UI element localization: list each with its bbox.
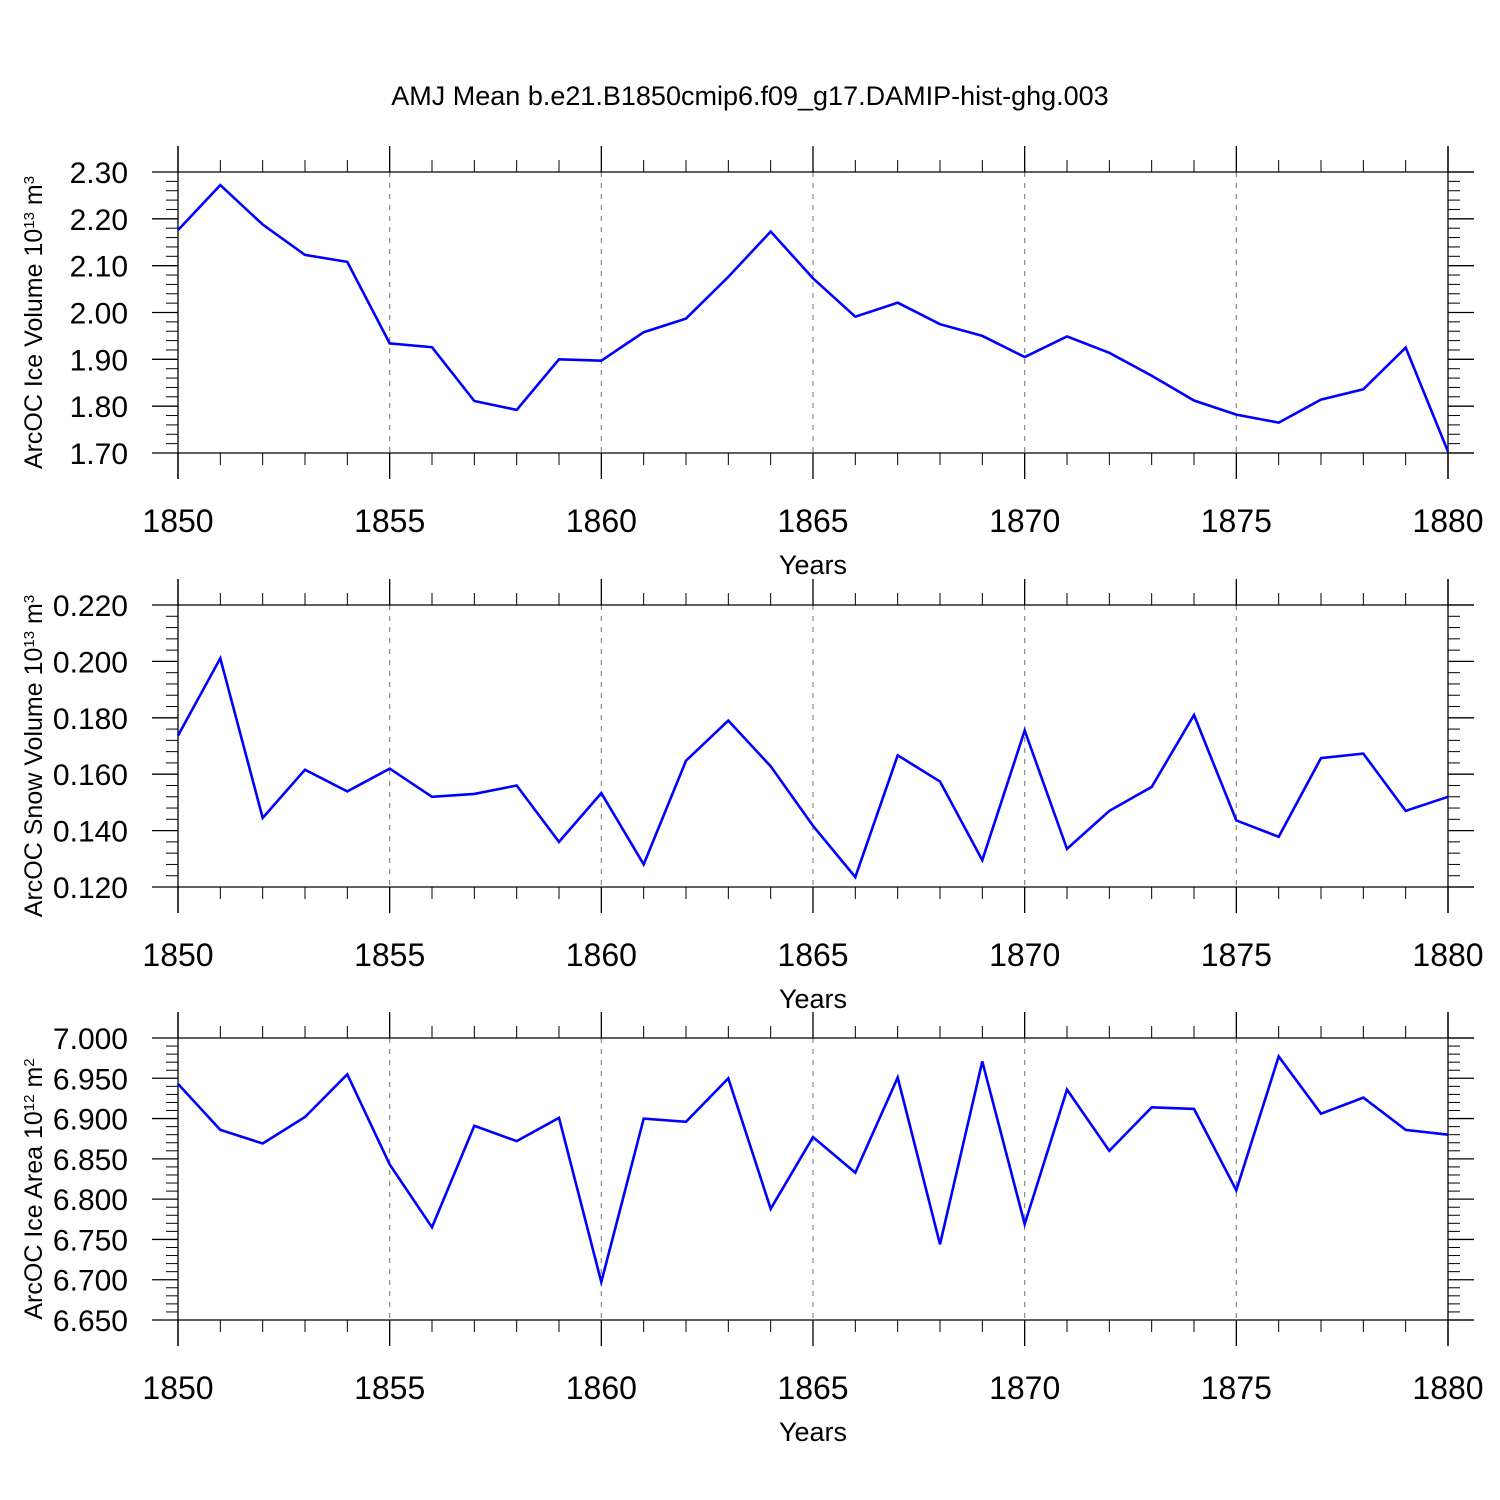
chart2-series-line bbox=[176, 654, 1449, 880]
chart2-ylabel-unit: m bbox=[20, 603, 48, 631]
chart2-ylabel-unit-exp: 3 bbox=[21, 595, 38, 603]
chart3-xtick-label-1865: 1865 bbox=[777, 1370, 848, 1406]
chart2-ytick-label-4: 0.200 bbox=[53, 646, 128, 679]
chart2-ytick-label-2: 0.160 bbox=[53, 759, 128, 792]
chart1-ylabel: ArcOC Ice Volume 1013 m3 bbox=[20, 176, 48, 469]
chart1-xtick-label-1860: 1860 bbox=[566, 503, 637, 539]
chart3-ylabel-main: ArcOC Ice Area 10 bbox=[20, 1111, 48, 1319]
chart-panel-1: 1.70 1.80 1.90 2.00 2.10 2.20 2.30 1850 1855 1860… bbox=[20, 146, 1484, 580]
chart1-xtick-label-1880: 1880 bbox=[1412, 503, 1483, 539]
chart2-xtick-label-1875: 1875 bbox=[1201, 937, 1272, 973]
chart3-ylabel-exp: 12 bbox=[21, 1095, 38, 1112]
chart2-ytick-label-0: 0.120 bbox=[53, 872, 128, 905]
chart2-ytick-label-3: 0.180 bbox=[53, 703, 128, 736]
chart1-series-line bbox=[177, 183, 1450, 453]
chart3-xtick-label-1870: 1870 bbox=[989, 1370, 1060, 1406]
chart1-ytick-label-4: 2.10 bbox=[70, 251, 128, 284]
figure-title: AMJ Mean b.e21.B1850cmip6.f09_g17.DAMIP-… bbox=[391, 81, 1108, 111]
chart3-ytick-label-3: 6.800 bbox=[53, 1184, 128, 1217]
chart1-xlabel: Years bbox=[779, 550, 847, 580]
chart1-xtick-label-1865: 1865 bbox=[777, 503, 848, 539]
chart3-ytick-label-4: 6.850 bbox=[53, 1144, 128, 1177]
chart1-xtick-label-1875: 1875 bbox=[1201, 503, 1272, 539]
chart-panel-3: 6.650 6.700 6.750 6.800 6.850 6.900 6.950 7.000… bbox=[20, 1012, 1484, 1447]
chart2-xtick-label-1880: 1880 bbox=[1412, 937, 1483, 973]
chart2-xtick-label-1855: 1855 bbox=[354, 937, 425, 973]
chart-panel-2: 0.120 0.140 0.160 0.180 0.200 0.220 1850 1855 18… bbox=[20, 579, 1484, 1014]
chart1-ytick-label-2: 1.90 bbox=[70, 344, 128, 377]
chart2-ylabel: ArcOC Snow Volume 1013 m3 bbox=[20, 595, 48, 917]
chart3-xtick-label-1860: 1860 bbox=[566, 1370, 637, 1406]
chart1-ytick-label-5: 2.20 bbox=[70, 204, 128, 237]
chart2-xtick-label-1850: 1850 bbox=[142, 937, 213, 973]
chart1-ytick-label-6: 2.30 bbox=[70, 157, 128, 190]
chart3-ytick-label-6: 6.950 bbox=[53, 1063, 128, 1096]
chart1-ylabel-unit: m bbox=[20, 184, 48, 212]
chart3-xtick-label-1850: 1850 bbox=[142, 1370, 213, 1406]
chart2-ytick-label-1: 0.140 bbox=[53, 816, 128, 849]
chart1-xtick-label-1855: 1855 bbox=[354, 503, 425, 539]
chart3-ytick-label-0: 6.650 bbox=[53, 1305, 128, 1338]
chart3-ytick-label-2: 6.750 bbox=[53, 1224, 128, 1257]
chart1-ylabel-unit-exp: 3 bbox=[21, 176, 38, 184]
panels: 1.70 1.80 1.90 2.00 2.10 2.20 2.30 1850 1855 1860… bbox=[20, 146, 1484, 1447]
chart3-xlabel: Years bbox=[779, 1417, 847, 1447]
chart1-ylabel-exp: 13 bbox=[21, 212, 38, 229]
chart3-ylabel: ArcOC Ice Area 1012 m2 bbox=[20, 1058, 48, 1319]
chart3-xtick-label-1880: 1880 bbox=[1412, 1370, 1483, 1406]
chart1-ylabel-main: ArcOC Ice Volume 10 bbox=[20, 229, 48, 469]
chart3-ytick-label-1: 6.700 bbox=[53, 1265, 128, 1298]
chart2-ylabel-exp: 13 bbox=[21, 631, 38, 648]
chart1-xtick-label-1870: 1870 bbox=[989, 503, 1060, 539]
chart1-ytick-label-3: 2.00 bbox=[70, 298, 128, 331]
chart1-ytick-label-0: 1.70 bbox=[70, 438, 128, 471]
chart2-ylabel-main: ArcOC Snow Volume 10 bbox=[20, 648, 48, 918]
chart2-xlabel: Years bbox=[779, 984, 847, 1014]
chart3-ylabel-unit: m bbox=[20, 1067, 48, 1095]
chart2-xtick-label-1860: 1860 bbox=[566, 937, 637, 973]
chart3-ytick-label-5: 6.900 bbox=[53, 1104, 128, 1137]
chart3-ylabel-unit-exp: 2 bbox=[21, 1058, 38, 1066]
chart2-ytick-label-5: 0.220 bbox=[53, 590, 128, 623]
chart1-ytick-label-1: 1.80 bbox=[70, 391, 128, 424]
chart3-series-line bbox=[177, 1053, 1449, 1288]
chart3-ytick-label-7: 7.000 bbox=[53, 1023, 128, 1056]
chart1-xtick-label-1850: 1850 bbox=[142, 503, 213, 539]
chart2-xtick-label-1870: 1870 bbox=[989, 937, 1060, 973]
chart3-xtick-label-1875: 1875 bbox=[1201, 1370, 1272, 1406]
chart3-xtick-label-1855: 1855 bbox=[354, 1370, 425, 1406]
chart2-xtick-label-1865: 1865 bbox=[777, 937, 848, 973]
